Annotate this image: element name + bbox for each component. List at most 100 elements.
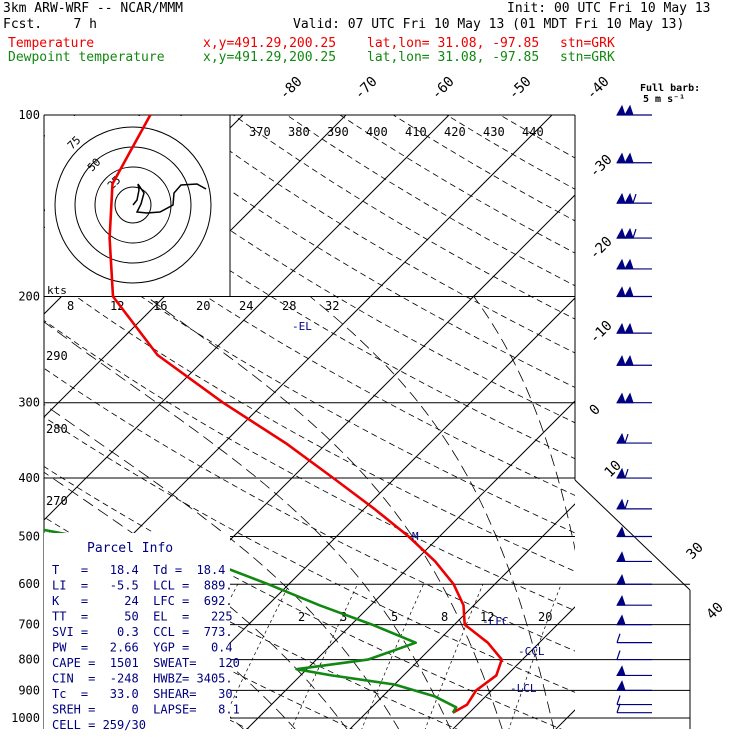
isotherm-line [44, 115, 450, 521]
isotherm-tick-label: -80 [277, 74, 306, 103]
wind-barb-pennant [624, 392, 634, 404]
temperature-legend: Temperature [8, 36, 95, 51]
dry-adiabat [44, 568, 354, 729]
wind-barb [616, 227, 652, 239]
wind-barb-full [624, 468, 629, 479]
temp-station: stn=GRK [560, 36, 615, 51]
isotherm-line [349, 503, 575, 729]
hodograph-ring [54, 126, 212, 284]
hodograph-ring [114, 186, 152, 224]
wind-barb-pennant [616, 551, 626, 562]
dry-adiabat [44, 466, 562, 729]
wind-barb-pennant [616, 227, 626, 239]
wind-barb [616, 633, 652, 644]
parcel-row: K = 24 LFC = 692. [52, 594, 233, 608]
pressure-tick-label: 700 [18, 618, 40, 632]
lcl-marker: -LCL [510, 682, 537, 695]
isotherm-line [44, 115, 347, 418]
theta-label: 430 [483, 125, 505, 139]
wind-barb [616, 551, 652, 563]
parcel-title: Parcel Info [87, 541, 173, 556]
wind-barb [616, 322, 652, 334]
wind-barb-pennant [616, 152, 626, 164]
parcel-row: CELL = 259/30 [52, 718, 146, 732]
dew-xy: x,y=491.29,200.25 [203, 50, 337, 65]
dry-adiabat [44, 319, 575, 612]
wind-barb [616, 614, 652, 626]
wind-barb [616, 392, 652, 404]
wind-barb [616, 467, 652, 479]
moist-adiabat [44, 321, 451, 729]
dry-adiabat [44, 226, 575, 534]
wind-barb [616, 526, 652, 538]
hodograph-u-tick-label: 32 [325, 299, 339, 313]
hodograph-bg [45, 116, 230, 296]
dry-adiabat [44, 272, 575, 572]
ccl-marker: -CCL [518, 645, 545, 658]
mixing-ratio-label: 5 [391, 610, 398, 624]
wind-barb [616, 650, 652, 661]
wind-barb-full [624, 433, 629, 444]
isotherm-line [657, 87, 740, 730]
parcel-box [44, 533, 230, 729]
theta-label: 420 [444, 125, 466, 139]
wind-barb-full [616, 633, 621, 643]
hodograph-u-tick-label: 28 [282, 299, 296, 313]
wind-barb-pennant [624, 227, 634, 239]
dry-adiabat [44, 134, 575, 460]
hodograph-u-tick-label: 12 [110, 299, 124, 313]
moist-adiabat [473, 296, 575, 551]
pressure-tick-label: 1000 [11, 711, 40, 725]
dewpoint-legend: Dewpoint temperature [8, 50, 165, 65]
wind-barb [616, 286, 652, 298]
dry-adiabat [339, 115, 575, 254]
theta-label: 390 [327, 125, 349, 139]
wind-barb-pennant [616, 192, 626, 204]
dry-adiabat-label: 270 [46, 494, 68, 508]
parcel-row: CAPE = 1501 SWEAT= 120 [52, 656, 240, 670]
parcel-row: T = 18.4 Td = 18.4 [52, 563, 225, 577]
isotherm-tick-label: -70 [352, 74, 381, 103]
valid-time: Valid: 07 UTC Fri 10 May 13 (01 MDT Fri … [293, 17, 685, 32]
mixing-ratio-label: 20 [538, 610, 552, 624]
parcel-row: SREH = 0 LAPSE= 8.1 [52, 703, 240, 717]
wind-barb-pennant [616, 286, 626, 298]
wind-barb [616, 258, 652, 270]
barb-legend-title: Full barb: [640, 83, 701, 94]
dry-adiabat [286, 115, 575, 287]
mixing-ratio-label: 8 [441, 610, 448, 624]
isotherm-line [555, 709, 575, 729]
hodograph-trace [132, 183, 207, 214]
dry-adiabat-label: 290 [46, 349, 68, 363]
isotherm-tick-label: -60 [429, 74, 458, 103]
wind-barb-pennant [624, 322, 634, 334]
forecast-hour: Fcst. 7 h [3, 17, 97, 32]
pressure-tick-label: 100 [18, 108, 40, 122]
mixing-ratio-line [508, 584, 562, 729]
dry-adiabat-label: 280 [46, 422, 68, 436]
wind-barb-pennant [616, 392, 626, 404]
pressure-tick-label: 300 [18, 396, 40, 410]
parcel-row: TT = 50 EL = 225 [52, 610, 233, 624]
hodograph-u-tick-label: 24 [239, 299, 253, 313]
wind-barb [616, 104, 652, 116]
isotherm-line [452, 606, 575, 729]
wind-barb-pennant [616, 432, 626, 444]
theta-label: 400 [366, 125, 388, 139]
wind-barb-pennant [616, 680, 626, 691]
temp-latlon: lat,lon= 31.08, -97.85 [367, 36, 540, 51]
mixing-ratio-label: 3 [340, 610, 347, 624]
wind-barb [616, 695, 652, 706]
parcel-row: SVI = 0.3 CCL = 773. [52, 625, 233, 639]
wind-barb-pennant [616, 322, 626, 334]
dry-adiabat [445, 115, 575, 190]
wind-barb-pennant [624, 258, 634, 270]
wind-barb-pennant [616, 258, 626, 270]
wind-barb-pennant [616, 104, 626, 116]
wind-barb-pennant [624, 192, 634, 204]
isotherm-tick-label: -20 [587, 234, 616, 263]
wind-barb-pennant [616, 498, 626, 510]
parcel-row: PW = 2.66 YGP = 0.4 [52, 641, 233, 655]
dew-latlon: lat,lon= 31.08, -97.85 [367, 50, 540, 65]
